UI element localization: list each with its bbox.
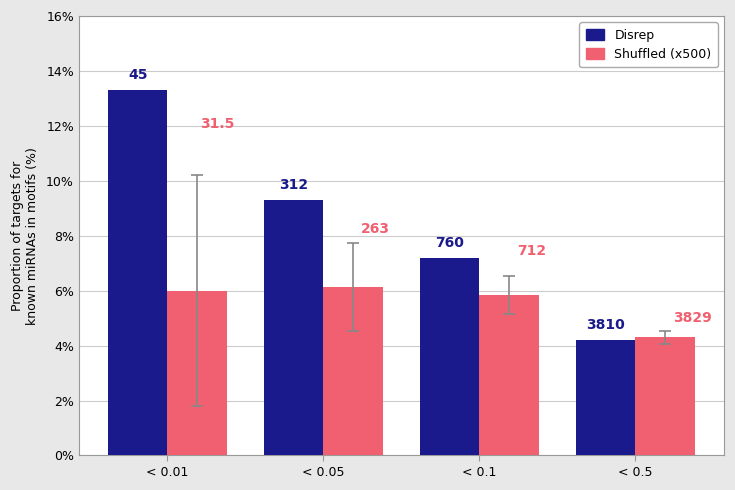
Bar — [576, 340, 635, 456]
Bar — [264, 200, 323, 456]
Text: 263: 263 — [361, 222, 390, 236]
Text: 3829: 3829 — [673, 311, 711, 325]
Bar — [479, 295, 539, 456]
Bar — [168, 291, 226, 456]
Text: 3810: 3810 — [587, 318, 625, 332]
Y-axis label: Proportion of targets for
known miRNAs in motifs (%): Proportion of targets for known miRNAs i… — [11, 147, 39, 325]
Bar — [635, 338, 695, 456]
Bar — [323, 287, 383, 456]
Text: 45: 45 — [128, 68, 148, 82]
Text: 712: 712 — [517, 244, 546, 258]
Text: 760: 760 — [435, 236, 464, 249]
Text: 312: 312 — [279, 178, 308, 192]
Bar — [420, 258, 479, 456]
Text: 31.5: 31.5 — [200, 118, 234, 131]
Legend: Disrep, Shuffled (x500): Disrep, Shuffled (x500) — [579, 23, 717, 67]
Bar — [108, 90, 168, 456]
